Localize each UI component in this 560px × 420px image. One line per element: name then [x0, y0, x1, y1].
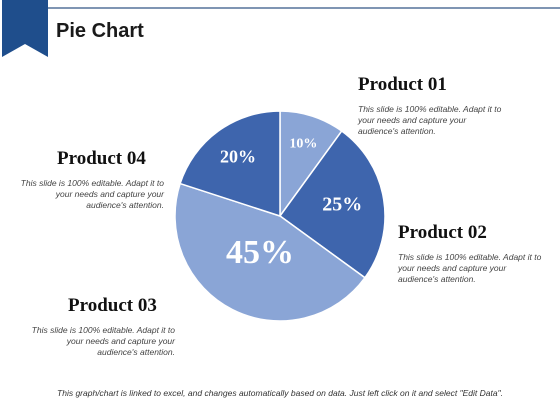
product-02-title: Product 02	[398, 222, 487, 243]
product-04-description: This slide is 100% editable. Adapt it to…	[20, 178, 164, 210]
product-02-description: This slide is 100% editable. Adapt it to…	[398, 252, 542, 284]
product-04-title: Product 04	[57, 148, 146, 169]
slide-title: Pie Chart	[56, 20, 144, 42]
ribbon-shape	[2, 0, 48, 57]
product-03-description: This slide is 100% editable. Adapt it to…	[31, 325, 175, 357]
slice-label-2: 25%	[322, 194, 362, 216]
slice-label-4: 20%	[220, 146, 256, 166]
pie-slice-3	[174, 182, 366, 322]
footer-note: This graph/chart is linked to excel, and…	[57, 388, 503, 398]
bookmark-ribbon	[2, 0, 48, 57]
product-03-title: Product 03	[68, 295, 157, 316]
slice-label-3: 45%	[226, 234, 294, 271]
slice-label-1: 10%	[289, 136, 317, 151]
product-01-description: This slide is 100% editable. Adapt it to…	[358, 104, 502, 136]
pie-slice-2	[278, 130, 386, 279]
pie-slice-4	[179, 110, 281, 218]
product-01-title: Product 01	[358, 74, 447, 95]
top-rule	[48, 7, 560, 9]
